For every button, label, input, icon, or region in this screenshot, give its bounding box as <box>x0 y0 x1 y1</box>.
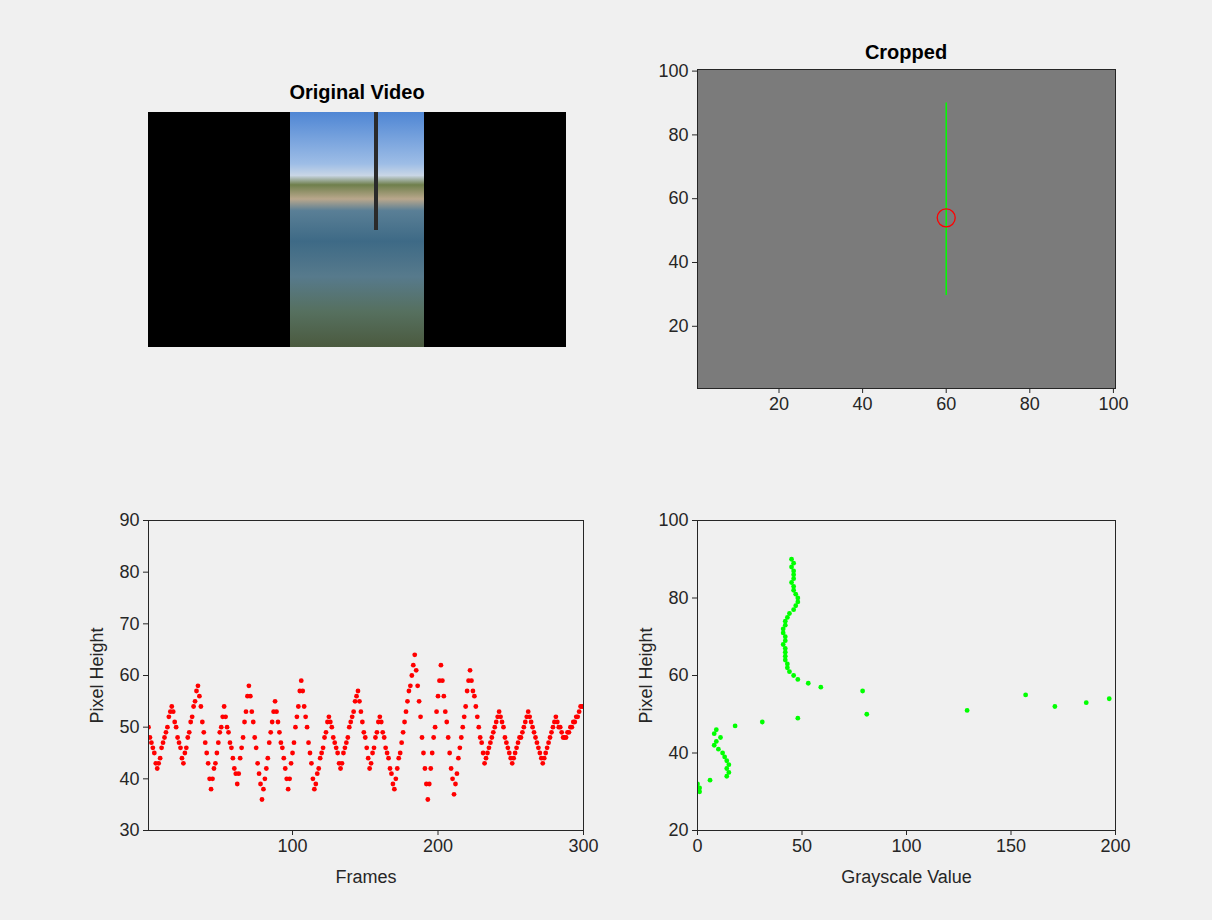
svg-text:100: 100 <box>278 836 308 856</box>
html-text:Cropped: Cropped <box>864 41 948 63</box>
svg-text:80: 80 <box>668 125 688 145</box>
svg-text:40: 40 <box>853 394 873 414</box>
svg-text:60: 60 <box>936 394 956 414</box>
svg-text:Frames: Frames <box>335 867 396 887</box>
svg-text:100: 100 <box>658 510 688 530</box>
svg-text:20: 20 <box>769 394 789 414</box>
svg-text:50: 50 <box>792 836 812 856</box>
svg-text:60: 60 <box>119 665 139 685</box>
svg-text:100: 100 <box>1098 394 1128 414</box>
svg-text:80: 80 <box>1020 394 1040 414</box>
svg-text:100: 100 <box>658 61 688 81</box>
svg-text:90: 90 <box>119 510 139 530</box>
svg-text:50: 50 <box>119 717 139 737</box>
svg-text:60: 60 <box>668 188 688 208</box>
svg-text:Grayscale Value: Grayscale Value <box>841 867 972 887</box>
svg-text:200: 200 <box>1100 836 1130 856</box>
svg-text:0: 0 <box>692 836 702 856</box>
svg-text:Pixel Height: Pixel Height <box>87 627 107 723</box>
svg-text:80: 80 <box>668 588 688 608</box>
svg-text:80: 80 <box>119 562 139 582</box>
svg-text:20: 20 <box>668 820 688 840</box>
svg-text:40: 40 <box>119 769 139 789</box>
svg-text:60: 60 <box>668 665 688 685</box>
svg-text:Pixel Height: Pixel Height <box>636 627 656 723</box>
svg-text:20: 20 <box>668 316 688 336</box>
html-text:Original Video: Original Video <box>289 81 425 103</box>
svg-text:150: 150 <box>996 836 1026 856</box>
svg-text:30: 30 <box>119 820 139 840</box>
svg-text:300: 300 <box>568 836 598 856</box>
svg-text:40: 40 <box>668 743 688 763</box>
svg-text:200: 200 <box>423 836 453 856</box>
svg-text:100: 100 <box>891 836 921 856</box>
svg-text:70: 70 <box>119 614 139 634</box>
svg-text:40: 40 <box>668 252 688 272</box>
